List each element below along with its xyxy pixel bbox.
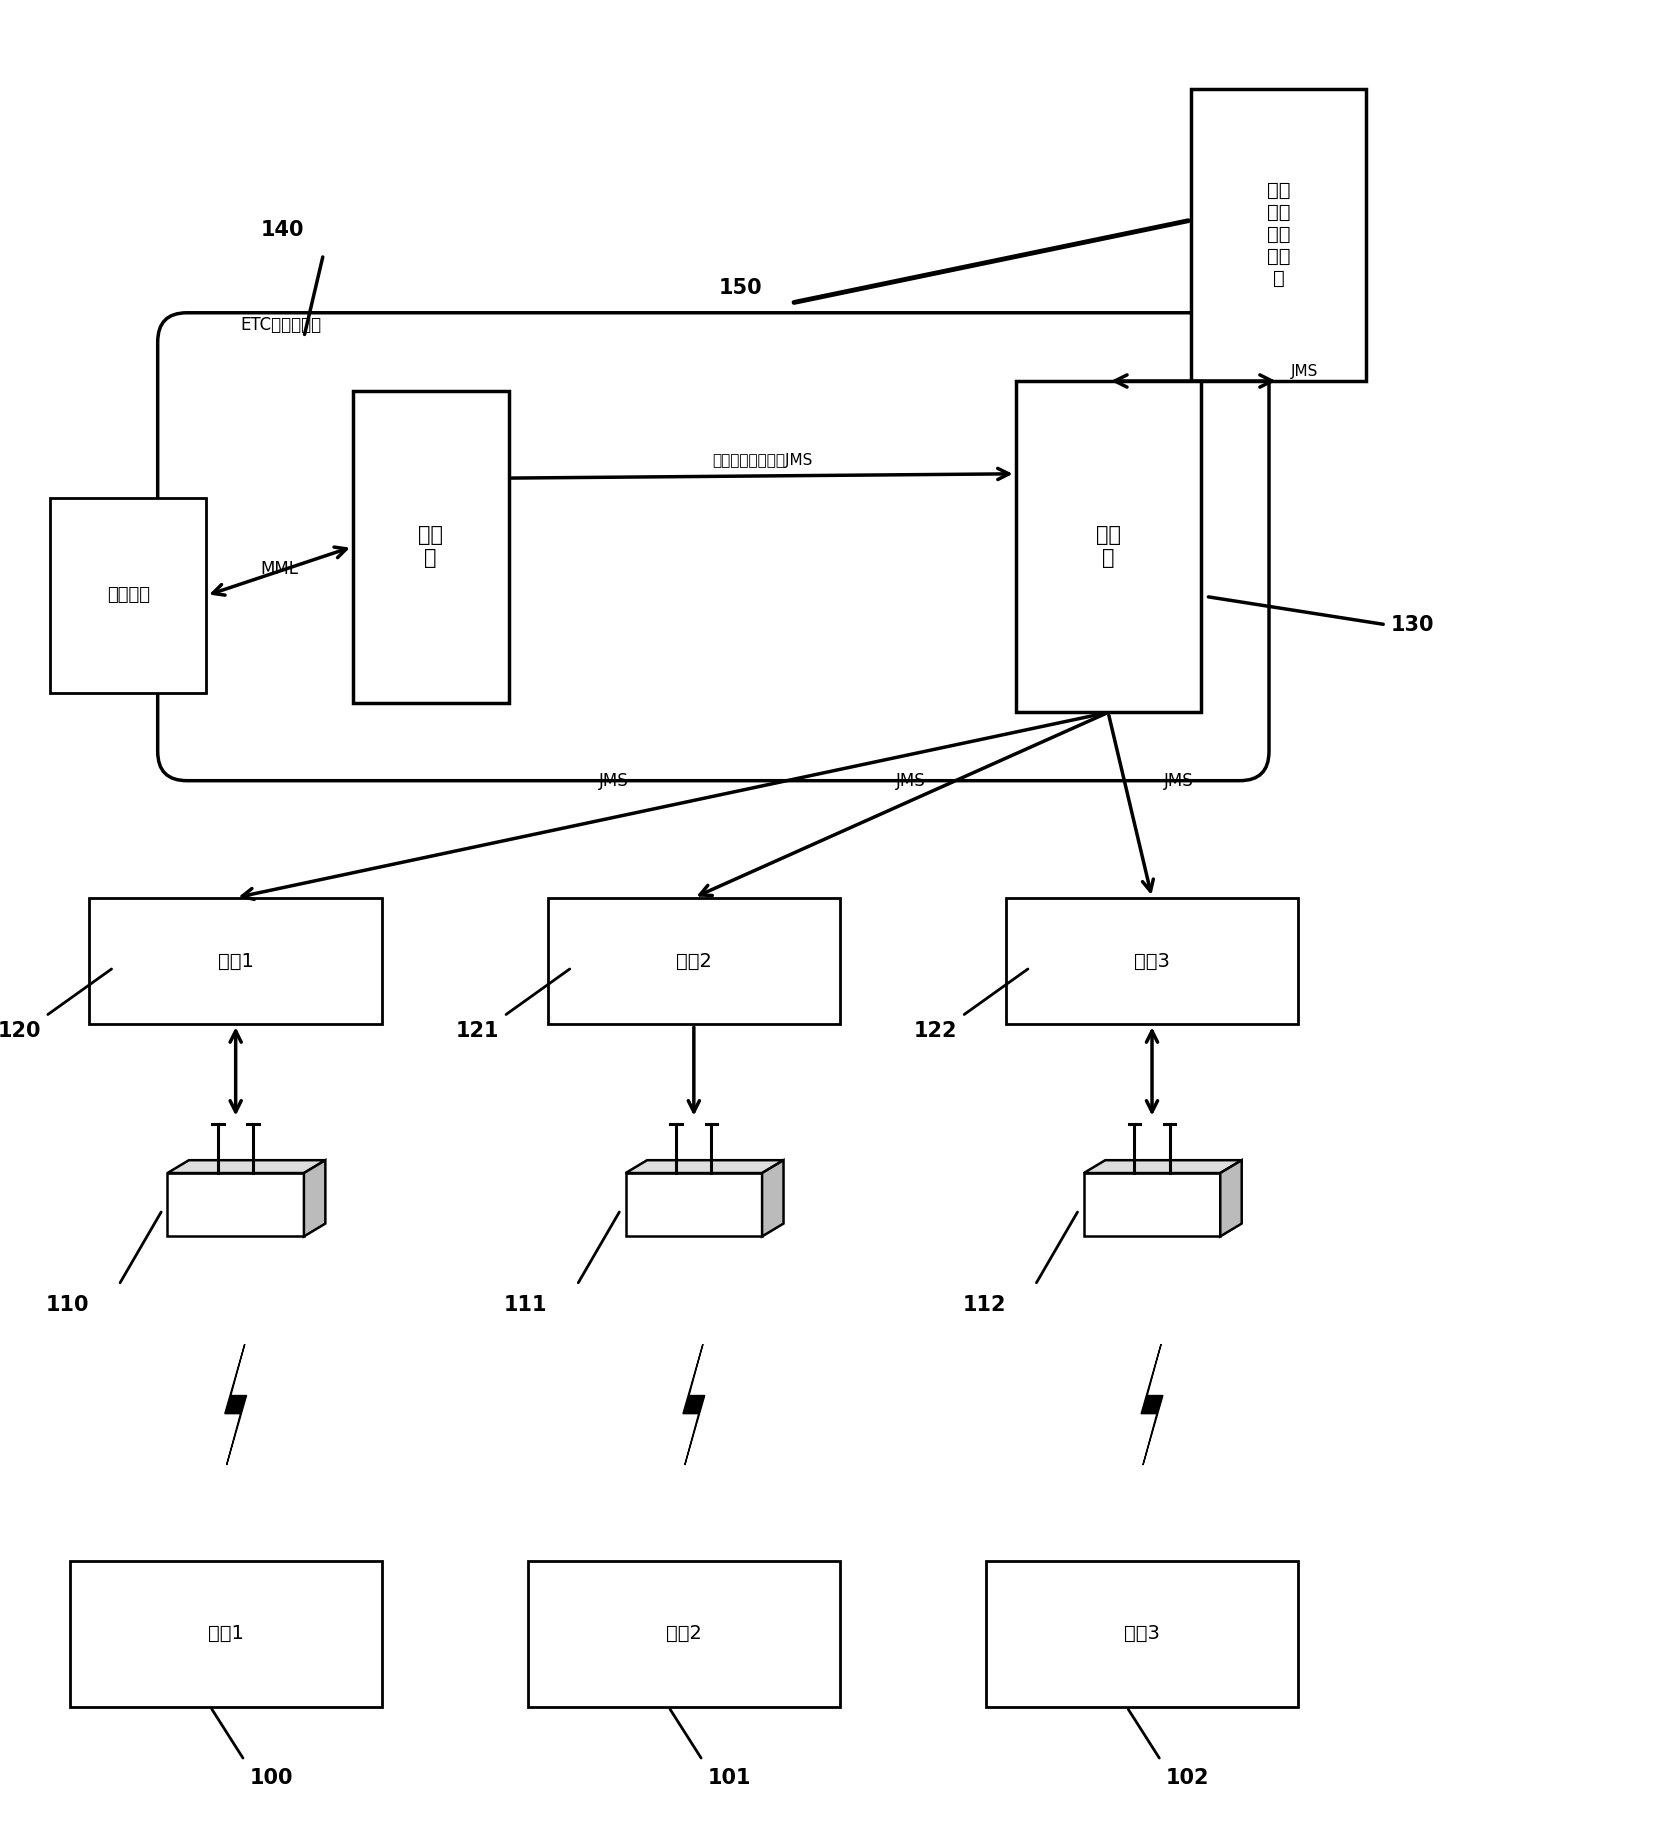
Bar bbox=[547, 898, 840, 1025]
Text: 机车2: 机车2 bbox=[666, 1624, 703, 1644]
Bar bbox=[987, 1561, 1298, 1707]
Text: 车道2: 车道2 bbox=[676, 951, 711, 970]
Polygon shape bbox=[1141, 1345, 1163, 1465]
Polygon shape bbox=[683, 1345, 704, 1465]
Text: 车道1: 车道1 bbox=[217, 951, 254, 970]
Text: 机车3: 机车3 bbox=[1124, 1624, 1159, 1644]
Text: 机车1: 机车1 bbox=[207, 1624, 244, 1644]
Text: 130: 130 bbox=[1390, 615, 1434, 635]
Text: 服务
器: 服务 器 bbox=[1096, 525, 1121, 569]
Bar bbox=[529, 1561, 840, 1707]
Bar bbox=[1084, 1173, 1220, 1236]
Text: 112: 112 bbox=[962, 1295, 1005, 1315]
Bar bbox=[626, 1173, 763, 1236]
Text: JMS: JMS bbox=[1290, 364, 1318, 379]
Text: 122: 122 bbox=[913, 1021, 957, 1042]
Text: 路段
收费
分中
心系
统: 路段 收费 分中 心系 统 bbox=[1266, 181, 1290, 288]
Bar bbox=[353, 392, 509, 702]
Text: 120: 120 bbox=[0, 1021, 40, 1042]
Bar bbox=[167, 1173, 304, 1236]
Text: 101: 101 bbox=[708, 1768, 751, 1788]
Text: 100: 100 bbox=[249, 1768, 293, 1788]
Text: 操作人员: 操作人员 bbox=[107, 587, 151, 604]
Polygon shape bbox=[304, 1160, 325, 1236]
Text: 车道3: 车道3 bbox=[1134, 951, 1169, 970]
Text: 客户
端: 客户 端 bbox=[418, 525, 443, 569]
Bar bbox=[1005, 898, 1298, 1025]
Polygon shape bbox=[224, 1345, 246, 1465]
Bar bbox=[1016, 380, 1201, 713]
Polygon shape bbox=[1084, 1160, 1241, 1173]
Polygon shape bbox=[1220, 1160, 1241, 1236]
Bar bbox=[1191, 89, 1367, 380]
Bar bbox=[70, 1561, 381, 1707]
Text: 110: 110 bbox=[45, 1295, 89, 1315]
Text: 客户端服务调用和JMS: 客户端服务调用和JMS bbox=[713, 453, 813, 469]
Text: 102: 102 bbox=[1166, 1768, 1210, 1788]
Text: 111: 111 bbox=[504, 1295, 547, 1315]
Text: 150: 150 bbox=[718, 279, 763, 297]
Text: JMS: JMS bbox=[599, 772, 629, 791]
Text: JMS: JMS bbox=[1164, 772, 1195, 791]
Text: MML: MML bbox=[261, 560, 298, 578]
FancyBboxPatch shape bbox=[157, 312, 1270, 781]
Bar bbox=[89, 898, 381, 1025]
Text: ETC收费站系统: ETC收费站系统 bbox=[241, 316, 321, 334]
Bar bbox=[50, 499, 206, 693]
Polygon shape bbox=[626, 1160, 783, 1173]
Polygon shape bbox=[167, 1160, 325, 1173]
Text: 121: 121 bbox=[455, 1021, 499, 1042]
Text: JMS: JMS bbox=[895, 772, 925, 791]
Polygon shape bbox=[763, 1160, 783, 1236]
Text: 140: 140 bbox=[261, 220, 304, 240]
